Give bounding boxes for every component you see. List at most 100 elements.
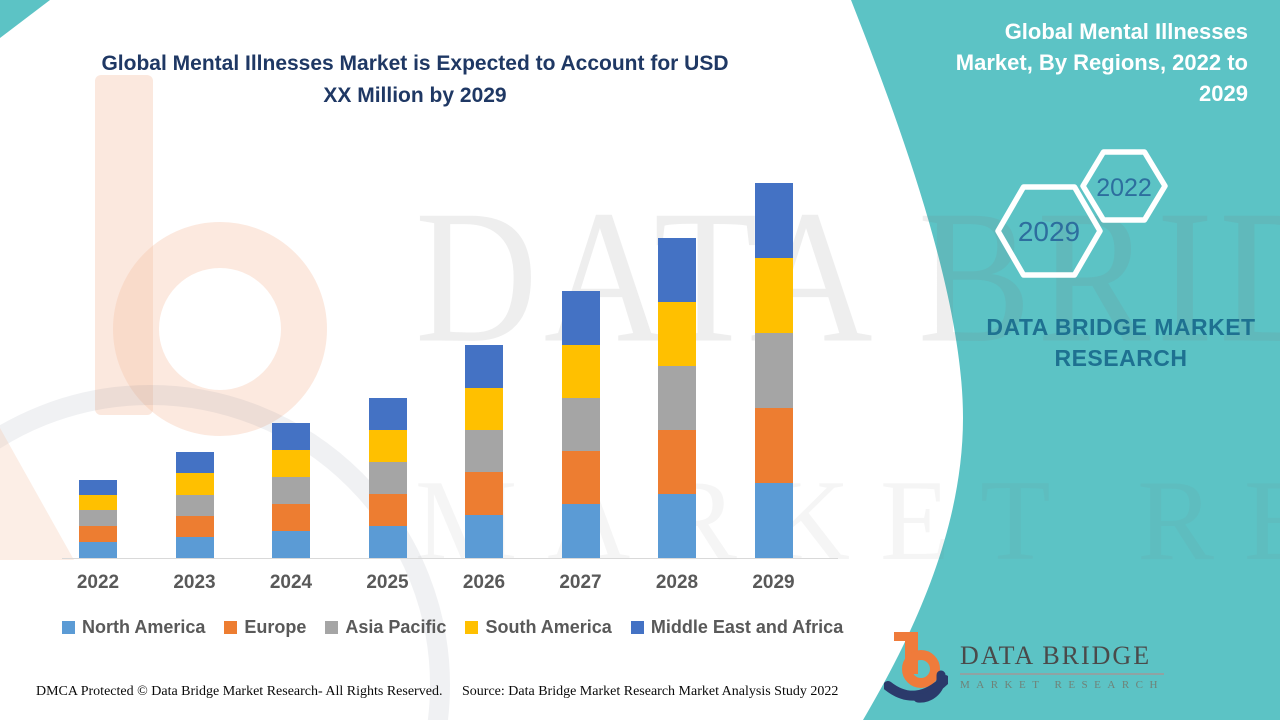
watermark-text-data-bridge: DATA BRIDGE	[415, 171, 1280, 382]
legend-swatch-middle-east-and-africa	[630, 621, 644, 634]
segment-north-america-2025	[368, 526, 407, 558]
segment-middle-east-and-africa-2024	[272, 423, 310, 450]
x-axis-label-2025: 2025	[366, 572, 409, 593]
panel-brand-caption: DATA BRIDGE MARKET RESEARCH	[985, 312, 1257, 374]
chart-title: Global Mental Illnesses Market is Expect…	[70, 48, 760, 112]
segment-middle-east-and-africa-2029	[754, 183, 793, 258]
side-panel-title-line3: 2029	[1199, 81, 1248, 106]
side-panel-title-line1: Global Mental Illnesses	[1004, 19, 1248, 44]
stacked-bar-2028	[658, 238, 696, 558]
segment-asia-pacific-2026	[465, 430, 503, 472]
chart-title-line2: XX Million by 2029	[323, 84, 507, 107]
stacked-bar-2025	[368, 398, 407, 558]
segment-south-america-2022	[79, 495, 117, 510]
panel-brand-caption-line1: DATA BRIDGE MARKET	[986, 314, 1256, 340]
segment-south-america-2027	[561, 345, 600, 398]
watermark-text-market-research: MARKET RESEARCH	[415, 457, 1280, 584]
segment-asia-pacific-2023	[175, 495, 214, 516]
legend-swatch-europe	[224, 621, 238, 634]
legend-swatch-asia-pacific	[325, 621, 339, 634]
segment-south-america-2023	[175, 473, 214, 495]
segment-europe-2024	[272, 504, 310, 531]
segment-middle-east-and-africa-2028	[658, 238, 696, 302]
stacked-bar-2024	[272, 423, 310, 558]
stacked-bar-2026	[465, 345, 503, 558]
logo-subtitle: MARKET RESEARCH	[960, 679, 1164, 691]
segment-north-america-2022	[79, 542, 117, 558]
hexagon-badges: 2029 2022	[995, 149, 1168, 278]
stacked-bar-2027	[561, 291, 600, 558]
segment-north-america-2026	[465, 515, 503, 558]
legend-item-middle-east-and-africa: Middle East and Africa	[630, 617, 844, 638]
segment-asia-pacific-2027	[561, 398, 600, 451]
segment-north-america-2027	[561, 504, 600, 558]
dbmr-logo-text: DATA BRIDGE MARKET RESEARCH	[960, 641, 1164, 691]
x-axis-label-2027: 2027	[559, 572, 602, 593]
segment-north-america-2028	[658, 494, 696, 558]
x-axis-labels: 2022 2023 2024 2025 2026 2027 2028 2029	[62, 572, 838, 596]
segment-south-america-2024	[272, 450, 310, 477]
x-axis-label-2022: 2022	[76, 572, 120, 593]
legend-label-middle-east-and-africa: Middle East and Africa	[650, 617, 844, 637]
legend-item-asia-pacific: Asia Pacific	[325, 617, 446, 638]
legend-label-north-america: North America	[82, 617, 206, 637]
x-axis-label-2023: 2023	[173, 572, 216, 593]
logo-name: DATA BRIDGE	[960, 641, 1164, 675]
segment-middle-east-and-africa-2027	[561, 291, 600, 345]
chart-title-line1: Global Mental Illnesses Market is Expect…	[101, 52, 729, 75]
segment-south-america-2028	[658, 302, 696, 366]
side-panel-title-line2: Market, By Regions, 2022 to	[955, 50, 1248, 75]
segment-middle-east-and-africa-2023	[175, 452, 214, 473]
segment-asia-pacific-2022	[79, 510, 117, 526]
legend-item-europe: Europe	[224, 617, 306, 638]
hexagon-outline-icon-large	[995, 184, 1103, 278]
segment-north-america-2023	[175, 537, 214, 558]
stacked-bar-2023	[175, 452, 214, 558]
segment-middle-east-and-africa-2026	[465, 345, 503, 388]
stacked-bar-2022	[79, 480, 117, 558]
footer-dmca-text: DMCA Protected © Data Bridge Market Rese…	[36, 684, 443, 699]
panel-brand-caption-line2: RESEARCH	[1054, 345, 1188, 371]
hex-year-2029: 2029	[1018, 216, 1080, 247]
hexagon-outline-icon-small	[1080, 149, 1168, 223]
side-panel-title: Global Mental Illnesses Market, By Regio…	[920, 16, 1248, 109]
segment-asia-pacific-2029	[754, 333, 793, 408]
stacked-bar-2029	[754, 183, 793, 558]
segment-europe-2029	[754, 408, 793, 483]
legend-swatch-south-america	[465, 621, 479, 634]
segment-south-america-2025	[368, 430, 407, 462]
segment-north-america-2029	[754, 483, 793, 558]
segment-middle-east-and-africa-2022	[79, 480, 117, 495]
x-axis-label-2028: 2028	[655, 572, 699, 593]
legend-label-europe: Europe	[244, 617, 307, 637]
x-axis-label-2026: 2026	[462, 572, 506, 593]
dbmr-logo: DATA BRIDGE MARKET RESEARCH	[884, 628, 1164, 704]
plot-area	[62, 178, 838, 559]
segment-south-america-2026	[465, 388, 503, 430]
segment-south-america-2029	[754, 258, 793, 333]
segment-europe-2023	[175, 516, 214, 537]
segment-europe-2025	[368, 494, 407, 526]
x-axis-label-2024: 2024	[269, 572, 313, 593]
legend-label-asia-pacific: Asia Pacific	[345, 617, 447, 637]
segment-europe-2022	[79, 526, 117, 542]
segment-asia-pacific-2025	[368, 462, 407, 494]
segment-middle-east-and-africa-2025	[368, 398, 407, 430]
segment-europe-2028	[658, 430, 696, 494]
segment-asia-pacific-2024	[272, 477, 310, 504]
legend: North America Europe Asia Pacific South Ame…	[62, 617, 843, 638]
legend-item-south-america: South America	[465, 617, 612, 638]
footer-source-text: Source: Data Bridge Market Research Mark…	[462, 684, 839, 699]
legend-item-north-america: North America	[62, 617, 205, 638]
x-axis-label-2029: 2029	[752, 572, 795, 593]
legend-label-south-america: South America	[485, 617, 612, 637]
legend-swatch-north-america	[62, 621, 75, 634]
dbmr-logo-icon	[884, 632, 948, 703]
segment-asia-pacific-2028	[658, 366, 696, 430]
segment-north-america-2024	[272, 531, 310, 558]
hex-year-2022: 2022	[1096, 174, 1152, 202]
segment-europe-2027	[561, 451, 600, 504]
segment-europe-2026	[465, 472, 503, 515]
